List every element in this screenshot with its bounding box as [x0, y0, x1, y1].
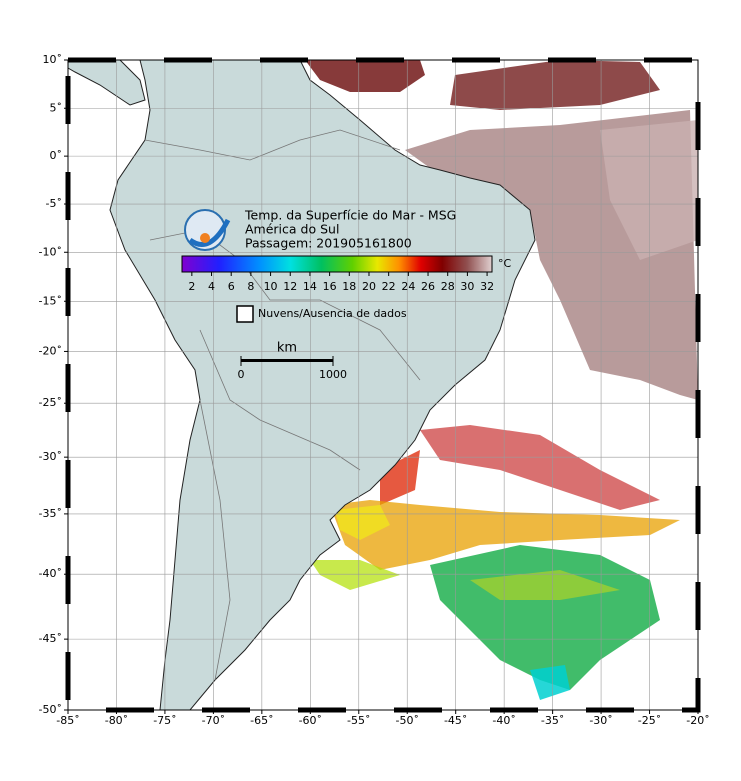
colorbar-tick-label: 22	[382, 280, 396, 293]
x-tick-label: -55˚	[347, 714, 370, 727]
y-tick-label: -20˚	[39, 344, 62, 357]
colorbar-tick-label: 2	[188, 280, 195, 293]
legend-swatch	[236, 305, 254, 323]
x-tick-label: -80˚	[105, 714, 128, 727]
scale-unit: km	[277, 341, 297, 356]
colorbar-tick-label: 20	[362, 280, 376, 293]
y-tick-label: -25˚	[39, 396, 62, 409]
x-tick-label: -30˚	[589, 714, 612, 727]
colorbar-tick-label: 6	[228, 280, 235, 293]
scale-tick-label: 0	[238, 368, 245, 381]
colorbar-tick-label: 10	[264, 280, 278, 293]
logo	[184, 209, 231, 251]
legend-label: Nuvens/Ausencia de dados	[258, 307, 407, 320]
colorbar-unit: °C	[498, 257, 512, 270]
colorbar-tick-label: 32	[480, 280, 494, 293]
colorbar-tick-label: 18	[342, 280, 356, 293]
colorbar-tick-label: 8	[247, 280, 254, 293]
y-tick-label: -15˚	[39, 294, 62, 307]
colorbar-tick-label: 14	[303, 280, 317, 293]
x-tick-label: -20˚	[686, 714, 709, 727]
region: América do Sul	[245, 222, 339, 237]
x-tick-label: -40˚	[492, 714, 515, 727]
y-tick-label: 5˚	[50, 101, 63, 114]
x-tick-label: -85˚	[56, 714, 79, 727]
frame-border	[65, 57, 701, 713]
colorbar-tick-label: 26	[421, 280, 435, 293]
colorbar-tick-label: 4	[208, 280, 215, 293]
y-tick-label: -5˚	[46, 197, 62, 210]
x-tick-label: -60˚	[299, 714, 322, 727]
title: Temp. da Superfície do Mar - MSG	[244, 208, 456, 223]
y-tick-label: -35˚	[39, 507, 62, 520]
pass: Passagem: 201905161800	[245, 236, 412, 251]
y-tick-label: -40˚	[39, 567, 62, 580]
x-tick-label: -75˚	[153, 714, 176, 727]
y-tick-label: -30˚	[39, 450, 62, 463]
sst-field	[305, 60, 698, 700]
x-tick-label: -45˚	[444, 714, 467, 727]
y-tick-label: 0˚	[50, 149, 63, 162]
y-tick-label: -50˚	[39, 703, 62, 716]
colorbar-tick-label: 28	[441, 280, 455, 293]
colorbar-tick-label: 16	[323, 280, 337, 293]
colorbar	[181, 255, 493, 273]
x-tick-label: -65˚	[250, 714, 273, 727]
x-tick-label: -25˚	[638, 714, 661, 727]
x-tick-label: -70˚	[202, 714, 225, 727]
colorbar-tick-label: 24	[401, 280, 415, 293]
y-tick-label: -45˚	[39, 632, 62, 645]
y-tick-label: 10˚	[43, 53, 63, 66]
colorbar-tick-label: 12	[283, 280, 297, 293]
x-tick-label: -35˚	[541, 714, 564, 727]
colorbar-tick-label: 30	[460, 280, 474, 293]
x-tick-label: -50˚	[395, 714, 418, 727]
scale-tick-label: 1000	[319, 368, 347, 381]
y-tick-label: -10˚	[39, 245, 62, 258]
scale-bar	[241, 359, 333, 362]
